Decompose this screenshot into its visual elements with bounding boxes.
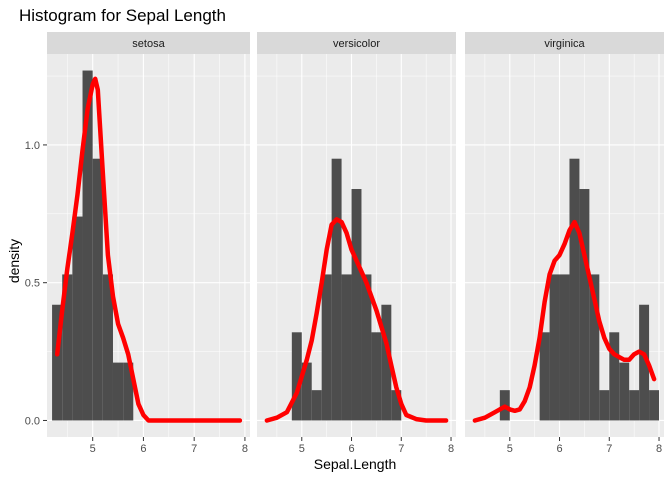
histogram-bar [321,274,332,421]
histogram-bar [331,158,342,421]
x-tick-label: 8 [448,443,454,455]
histogram-bar [123,362,134,421]
facet-setosa: setosa 5 6 7 8 [47,32,250,455]
histogram-bar [391,390,402,421]
histogram-bar [301,362,312,421]
histogram-bar [361,274,372,421]
histogram-bar [351,189,362,421]
strip-label: versicolor [333,38,380,50]
histogram-bar [569,158,580,421]
strip-background [47,32,250,54]
histogram-bar [112,362,124,421]
histogram-bar [102,274,113,421]
y-tick-label: 0.5 [25,278,40,290]
histogram-bar [599,390,610,421]
y-tick-label: 1.0 [25,140,40,152]
facet-versicolor: versicolor 5 6 7 8 [257,32,456,455]
histogram-bar [72,216,83,421]
histogram-bar [639,304,650,421]
histogram-bar [92,158,103,421]
x-tick-label: 8 [242,443,248,455]
facet-panels: setosa 5 6 7 8 versicolor 5 6 7 8 virginica 5 6 7 8 0.0… [25,32,664,455]
x-tick-label: 7 [191,443,197,455]
x-tick-label: 5 [90,443,96,455]
x-tick-label: 5 [299,443,305,455]
histogram-bar [559,274,570,421]
facet-virginica: virginica 5 6 7 8 [465,32,664,455]
strip-label: virginica [544,38,585,50]
histogram-bar [341,274,352,421]
histogram-bar [579,189,590,421]
histogram-bar [52,304,63,421]
x-tick-label: 6 [348,443,354,455]
histogram-bar [549,274,560,421]
density-curve [264,217,449,423]
x-tick-label: 6 [140,443,146,455]
density-curve [54,76,243,423]
histogram-bar [311,390,322,421]
histogram-bar [589,274,600,421]
strip-background [257,32,456,54]
x-axis-title: Sepal.Length [314,456,397,472]
x-tick-label: 5 [507,443,513,455]
strip-background [465,32,664,54]
x-tick-label: 7 [398,443,404,455]
histogram-bar [539,332,550,421]
y-tick-label: 0.0 [25,415,40,427]
histogram-bar [381,304,392,421]
chart-title: Histogram for Sepal Length [19,6,226,25]
density-curve [472,219,657,423]
histogram-bar [619,362,630,421]
y-axis-title: density [6,239,22,283]
histogram-bar [62,274,73,421]
histogram-bar [291,332,302,421]
histogram-bar [629,390,640,421]
x-tick-label: 6 [556,443,562,455]
strip-label: setosa [132,38,165,50]
histogram-bar [649,390,660,421]
histogram-bar [371,332,382,421]
x-tick-label: 8 [656,443,662,455]
histogram-bar [82,70,93,421]
histogram-bar [609,332,620,421]
x-tick-label: 7 [606,443,612,455]
